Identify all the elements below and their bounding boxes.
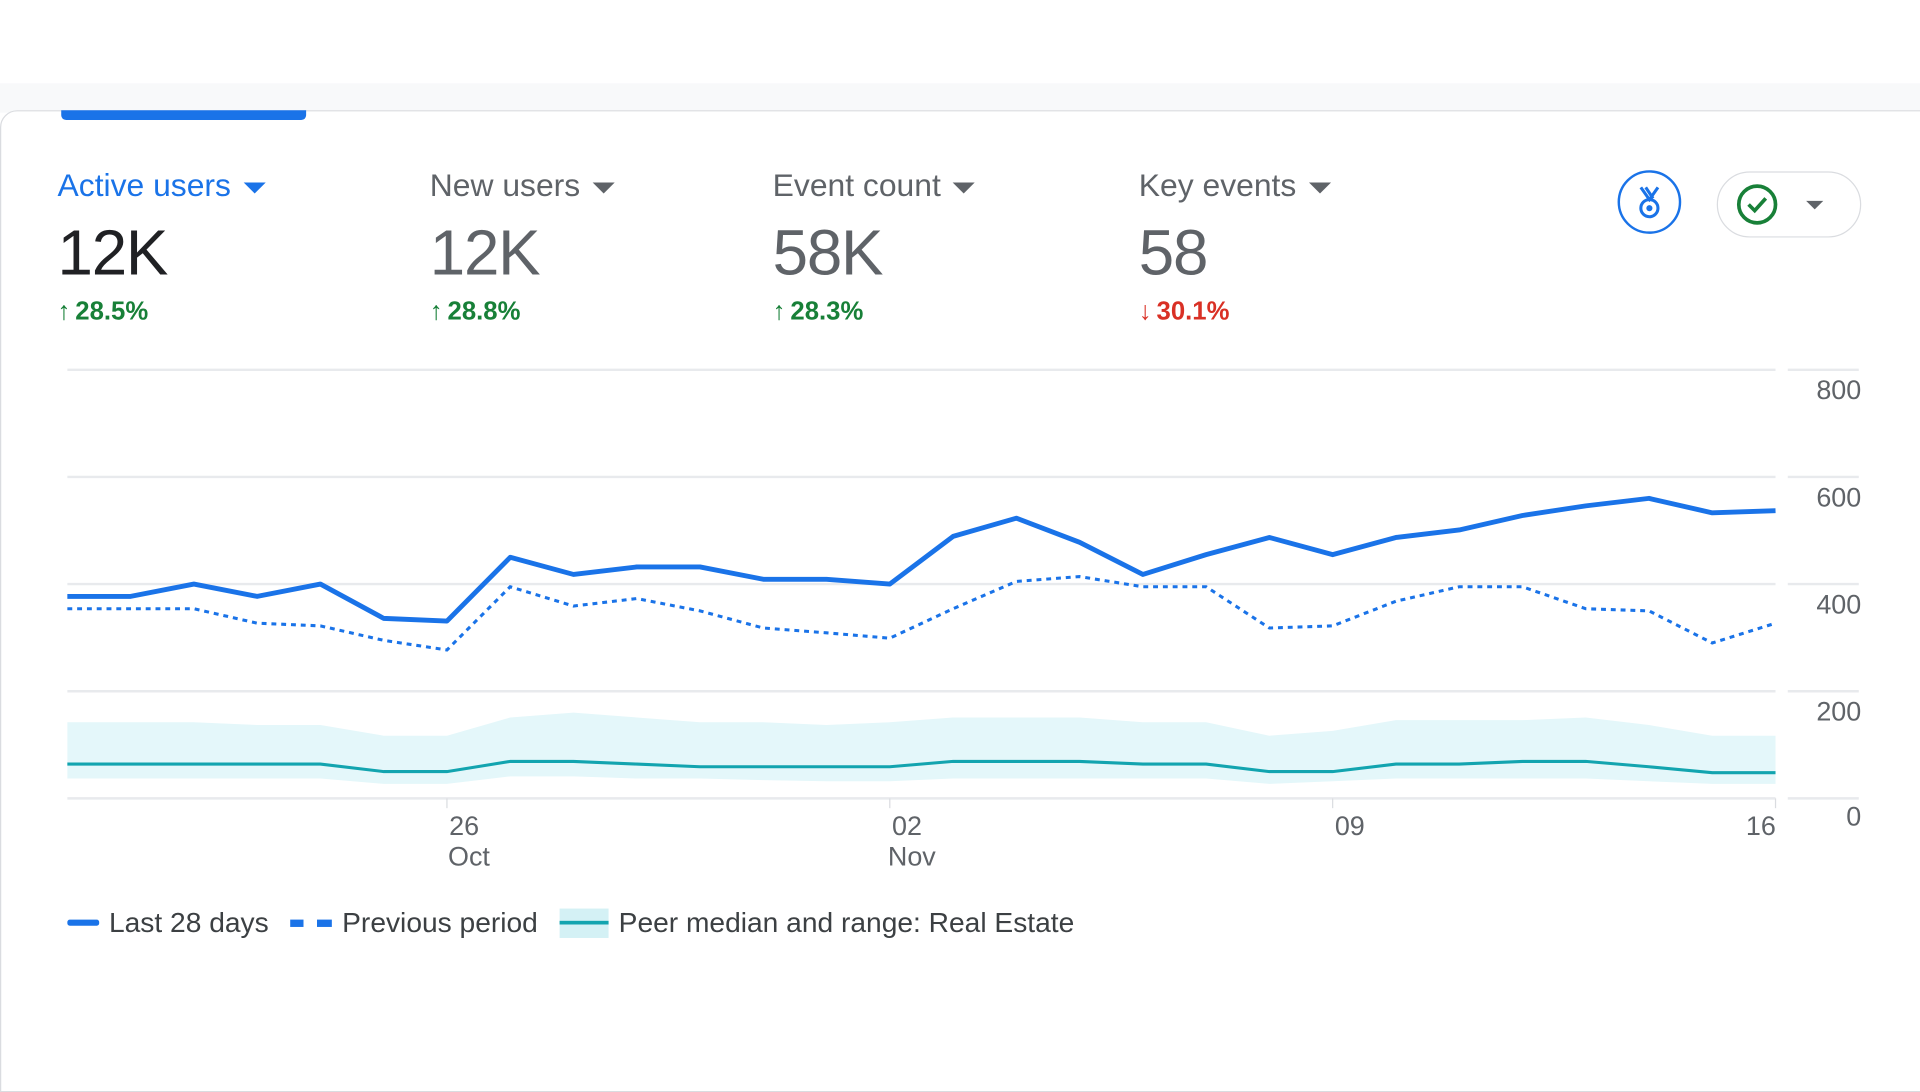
y-tick-label: 200 — [1816, 697, 1861, 727]
metric-value: 58 — [1138, 217, 1209, 289]
x-tick-day: 02 — [892, 811, 922, 841]
selected-tab-indicator — [61, 110, 307, 121]
peer-median-line — [67, 759, 1776, 775]
stage: Active users 12K ↑ 28.5% New users 12K ↑ 28… — [0, 83, 1920, 1092]
caret-down-icon — [953, 181, 976, 193]
metric-name: Active users — [57, 166, 231, 204]
metric-name: New users — [429, 166, 581, 204]
arrow-up-icon: ↑ — [57, 297, 71, 326]
x-tick-month: Oct — [448, 842, 490, 872]
change-value: 28.5% — [75, 297, 149, 326]
benchmark-medal-icon — [1639, 186, 1660, 219]
arrow-up-icon: ↑ — [429, 297, 443, 326]
metric-value: 12K — [429, 217, 541, 289]
arrow-up-icon: ↑ — [772, 297, 786, 326]
overview-card — [0, 110, 1920, 1092]
metric-label[interactable]: Event count — [772, 166, 976, 205]
chevron-down-icon — [1806, 200, 1824, 209]
metric-change: ↑ 28.8% — [430, 298, 615, 327]
metric-name: Event count — [772, 166, 941, 204]
metric-change: ↑ 28.5% — [58, 298, 266, 327]
metric-label[interactable]: Key events — [1139, 167, 1331, 205]
metric-tab-new-users[interactable]: New users 12K ↑ 28.8% — [430, 167, 615, 327]
metric-label[interactable]: New users — [430, 167, 615, 205]
metric-label[interactable]: Active users — [58, 167, 266, 205]
change-value: 28.3% — [790, 297, 864, 326]
metric-value: 58K — [772, 217, 884, 289]
caret-down-icon — [1308, 181, 1331, 193]
legend-last-28-days: Last 28 days — [67, 906, 269, 939]
change-value: 30.1% — [1156, 297, 1230, 326]
data-quality-dropdown[interactable] — [1716, 171, 1862, 238]
check-circle-icon — [1736, 184, 1778, 225]
x-tick-month: Nov — [888, 842, 936, 872]
solid-line-swatch — [67, 919, 100, 926]
dashed-line-swatch — [290, 918, 333, 927]
peer-range-band — [67, 712, 1776, 784]
legend-label: Last 28 days — [108, 906, 269, 938]
x-tick-day: 16 — [1746, 811, 1776, 841]
band-swatch — [559, 907, 609, 938]
caret-down-icon — [592, 181, 615, 193]
arrow-down-icon: ↓ — [1138, 297, 1152, 326]
metric-name: Key events — [1138, 166, 1297, 204]
y-tick-label: 400 — [1816, 589, 1861, 619]
x-tick-day: 26 — [449, 811, 479, 841]
y-tick-label: 0 — [1846, 801, 1861, 831]
legend-label: Previous period — [342, 906, 538, 938]
metric-tab-active-users[interactable]: Active users 12K ↑ 28.5% — [58, 167, 266, 327]
y-tick-label: 800 — [1816, 375, 1861, 405]
metric-tab-event-count[interactable]: Event count 58K ↑ 28.3% — [772, 166, 976, 327]
previous-period-line — [67, 575, 1776, 652]
chart-legend: Last 28 days Previous period Peer median… — [67, 906, 1096, 939]
metric-change: ↑ 28.3% — [773, 298, 975, 327]
x-tick-day: 09 — [1335, 811, 1365, 841]
change-value: 28.8% — [447, 297, 521, 326]
metric-tab-key-events[interactable]: Key events 58 ↓ 30.1% — [1139, 167, 1331, 327]
legend-previous-period: Previous period — [290, 906, 538, 939]
y-tick-label: 600 — [1816, 482, 1861, 512]
last-28-days-line — [67, 495, 1776, 624]
benchmark-button[interactable] — [1617, 170, 1682, 234]
header-band — [0, 83, 1920, 113]
legend-label: Peer median and range: Real Estate — [618, 906, 1075, 938]
caret-down-icon — [243, 181, 266, 193]
legend-peer: Peer median and range: Real Estate — [559, 906, 1075, 939]
metric-change: ↓ 30.1% — [1139, 298, 1331, 327]
metric-value: 12K — [57, 217, 169, 289]
